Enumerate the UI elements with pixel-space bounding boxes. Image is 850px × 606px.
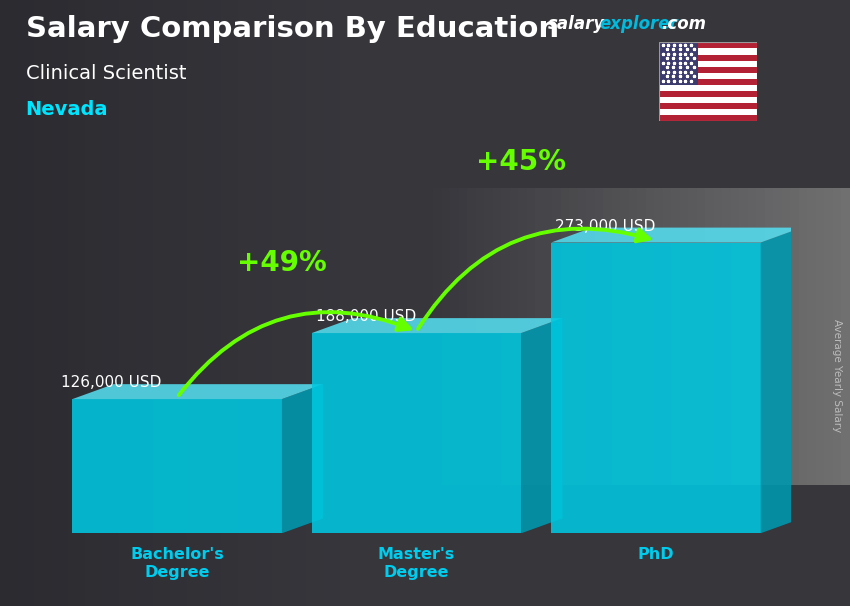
Polygon shape	[72, 384, 323, 399]
Text: salary: salary	[548, 15, 605, 33]
Text: +45%: +45%	[476, 148, 566, 176]
Polygon shape	[312, 333, 521, 533]
Bar	[659, 42, 698, 85]
Bar	[659, 85, 756, 91]
Bar	[659, 103, 756, 109]
Polygon shape	[282, 384, 323, 533]
Bar	[659, 73, 756, 79]
Text: Salary Comparison By Education: Salary Comparison By Education	[26, 15, 558, 43]
Bar	[659, 109, 756, 115]
Bar	[659, 42, 756, 48]
Text: 188,000 USD: 188,000 USD	[315, 309, 416, 324]
Bar	[659, 115, 756, 121]
Bar	[659, 48, 756, 55]
Text: .com: .com	[661, 15, 706, 33]
Text: +49%: +49%	[237, 249, 326, 277]
Polygon shape	[312, 318, 563, 333]
Bar	[659, 67, 756, 73]
Polygon shape	[761, 228, 802, 533]
Text: Average Yearly Salary: Average Yearly Salary	[832, 319, 842, 432]
Text: explorer: explorer	[599, 15, 678, 33]
Text: 126,000 USD: 126,000 USD	[61, 375, 162, 390]
Text: 273,000 USD: 273,000 USD	[555, 219, 655, 234]
Polygon shape	[521, 318, 563, 533]
Bar	[659, 55, 756, 61]
Bar	[659, 97, 756, 103]
Text: Nevada: Nevada	[26, 100, 108, 119]
Polygon shape	[72, 399, 282, 533]
Polygon shape	[551, 242, 761, 533]
Bar	[659, 61, 756, 67]
Bar	[659, 91, 756, 97]
Bar	[659, 79, 756, 85]
Text: Clinical Scientist: Clinical Scientist	[26, 64, 186, 82]
Polygon shape	[551, 228, 802, 242]
